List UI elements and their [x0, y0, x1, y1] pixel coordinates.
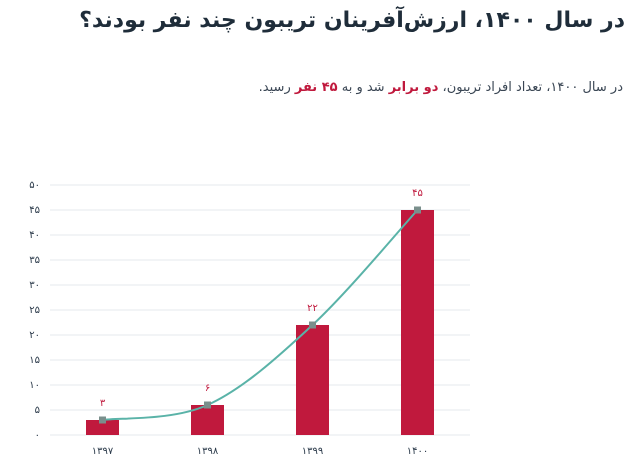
data-labels: ۳ ۶ ۲۲ ۴۵	[100, 188, 423, 409]
subtitle-highlight-count: ۴۵ نفر	[294, 80, 338, 95]
x-axis-ticks: ۱۳۹۷ ۱۳۹۸ ۱۳۹۹ ۱۴۰۰	[92, 446, 428, 457]
x-tick-label: ۱۳۹۸	[197, 446, 219, 457]
bar	[296, 325, 329, 435]
x-tick-label: ۱۳۹۹	[302, 446, 323, 457]
y-tick-label: ۲۰	[29, 330, 40, 341]
trend-line-group	[99, 206, 421, 424]
y-tick-label: ۴۰	[29, 230, 40, 241]
data-label: ۲۲	[307, 303, 318, 314]
trend-marker	[204, 401, 211, 409]
subtitle-text-1: در سال ۱۴۰۰، تعداد افراد تریبون،	[438, 80, 623, 95]
data-label: ۳	[100, 398, 106, 409]
y-tick-label: ۴۵	[29, 205, 40, 216]
trend-marker	[99, 416, 106, 424]
subtitle-text-3: رسید.	[258, 80, 295, 95]
y-tick-label: ۲۵	[29, 305, 40, 316]
subtitle-text-2: شد و به	[337, 80, 389, 95]
y-tick-label: ۳۰	[29, 280, 40, 291]
trend-line	[102, 209, 419, 421]
data-label: ۶	[205, 383, 210, 394]
x-tick-label: ۱۴۰۰	[407, 446, 428, 457]
bar	[86, 420, 119, 435]
y-tick-label: ۵	[35, 405, 40, 416]
x-tick-label: ۱۳۹۷	[92, 446, 114, 457]
y-tick-label: ۳۵	[29, 255, 40, 266]
grid-lines	[50, 184, 470, 436]
subtitle: در سال ۱۴۰۰، تعداد افراد تریبون، دو براب…	[259, 80, 623, 95]
data-label: ۴۵	[412, 188, 423, 199]
y-tick-label: ۰	[35, 430, 40, 441]
y-tick-label: ۵۰	[29, 180, 40, 191]
page-title: در سال ۱۴۰۰، ارزش‌آفرینان تریبون چند نفر…	[79, 8, 625, 33]
bar	[401, 210, 434, 435]
trend-marker	[414, 206, 421, 214]
y-axis-ticks: ۰ ۵ ۱۰ ۱۵ ۲۰ ۲۵ ۳۰ ۳۵ ۴۰ ۴۵ ۵۰	[29, 180, 40, 441]
trend-marker	[309, 321, 316, 329]
subtitle-highlight-double: دو برابر	[388, 80, 439, 95]
bars	[86, 210, 434, 435]
y-tick-label: ۱۵	[29, 355, 40, 366]
y-tick-label: ۱۰	[29, 380, 40, 391]
